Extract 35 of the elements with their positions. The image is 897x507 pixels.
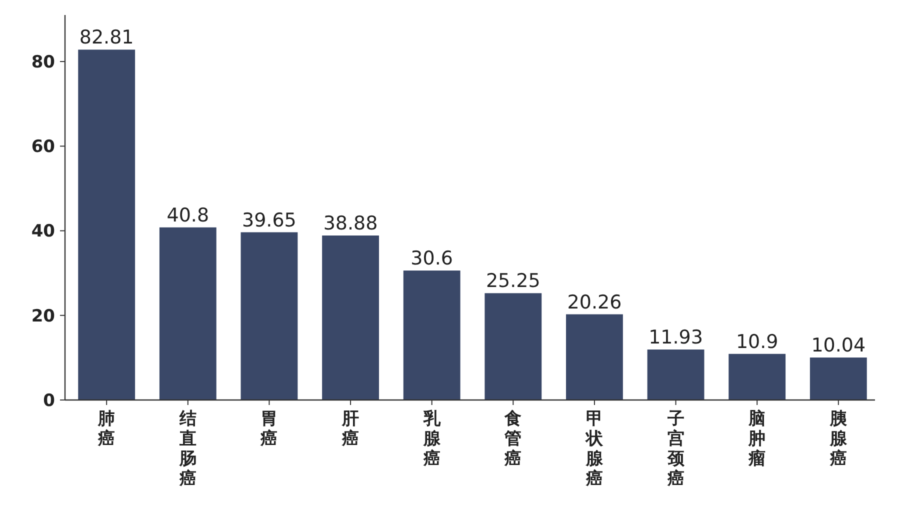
y-tick-label: 20 xyxy=(31,306,56,326)
x-tick-label: 乳腺癌 xyxy=(422,409,442,469)
bar xyxy=(647,350,704,400)
data-label: 39.65 xyxy=(242,209,296,232)
bar xyxy=(78,50,136,400)
data-label: 30.6 xyxy=(410,248,453,270)
bar xyxy=(159,227,216,400)
x-tick-label: 胃癌 xyxy=(260,409,278,449)
y-tick-label: 60 xyxy=(31,137,56,158)
x-tick-label: 肝癌 xyxy=(341,409,360,449)
x-tick-label: 子宫颈癌 xyxy=(666,409,686,489)
x-tick-label: 结直肠癌 xyxy=(178,409,196,489)
x-tick-label: 胰腺癌 xyxy=(828,409,848,469)
data-label: 38.88 xyxy=(323,212,378,235)
y-tick-label: 0 xyxy=(43,390,56,411)
bar xyxy=(322,236,379,400)
x-tick-label: 肺癌 xyxy=(97,409,116,449)
y-tick-label: 80 xyxy=(31,52,56,72)
y-tick-label: 40 xyxy=(31,222,56,242)
data-label: 20.26 xyxy=(567,291,622,314)
bar xyxy=(403,270,460,400)
data-label: 11.93 xyxy=(648,326,703,349)
x-tick-label: 脑肿瘤 xyxy=(748,409,766,469)
x-tick-label: 甲状腺癌 xyxy=(584,409,604,489)
x-tick-label: 食管癌 xyxy=(504,409,522,469)
data-label: 82.81 xyxy=(79,26,134,49)
bar xyxy=(810,358,867,400)
data-label: 10.9 xyxy=(736,330,778,353)
data-label: 40.8 xyxy=(166,204,210,226)
data-label: 10.04 xyxy=(811,334,866,357)
bar xyxy=(728,354,786,400)
data-label: 25.25 xyxy=(486,270,540,292)
bar xyxy=(240,232,298,400)
bar xyxy=(566,314,623,400)
bar xyxy=(484,293,542,400)
